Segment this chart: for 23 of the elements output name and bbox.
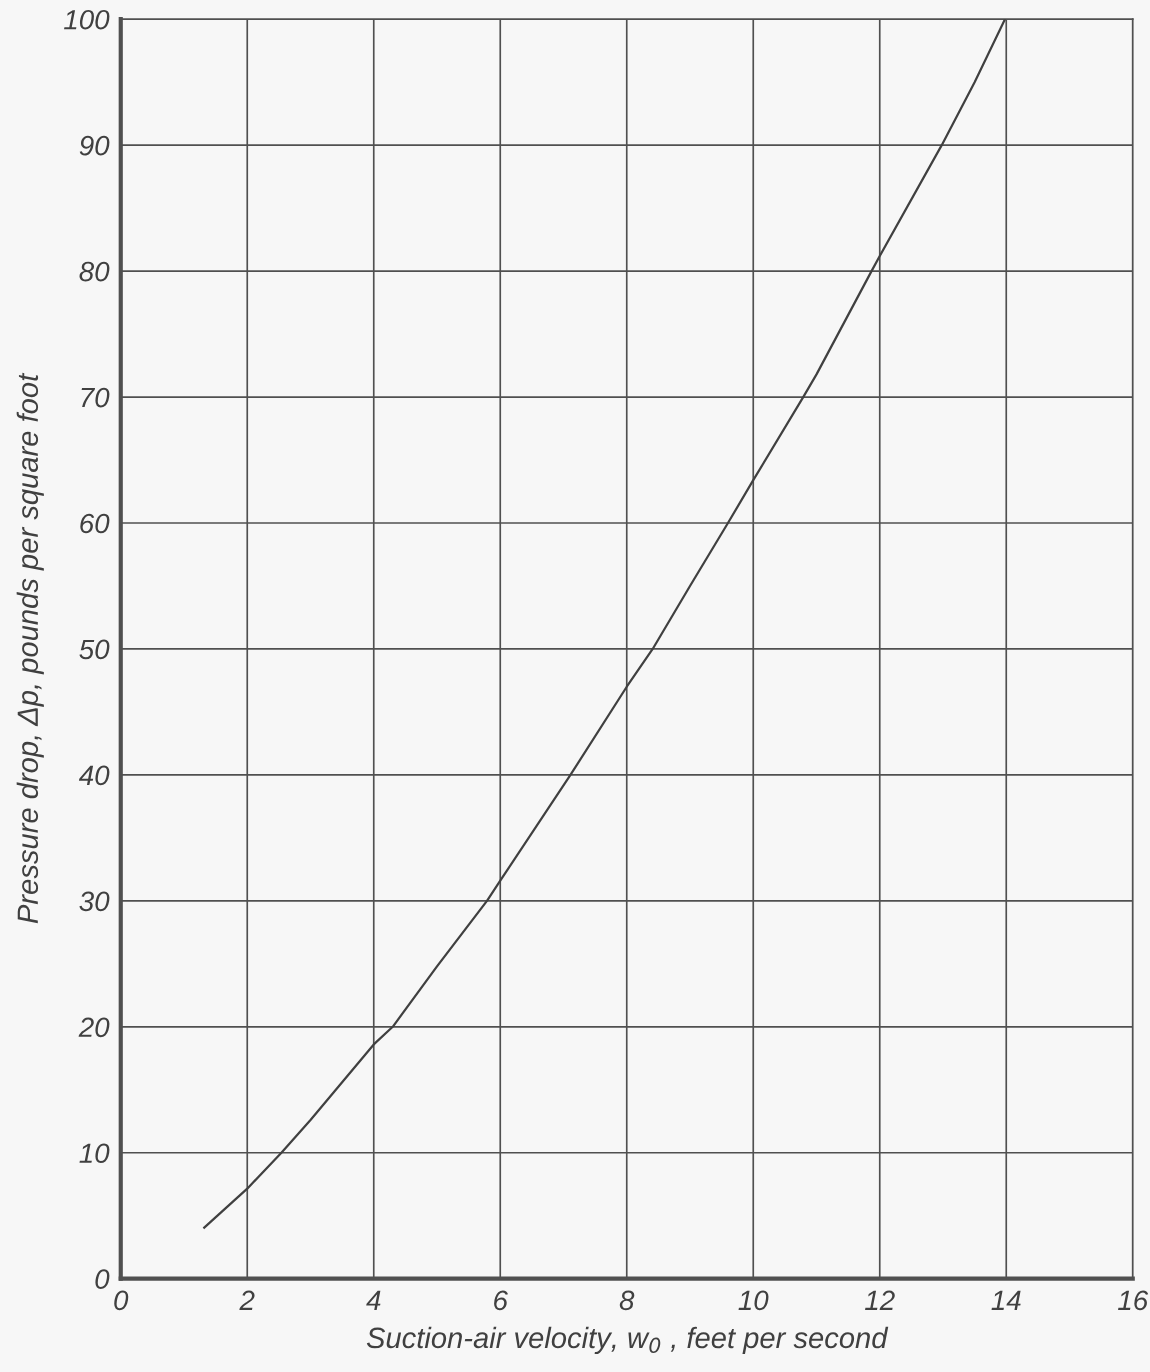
y-tick-label: 60 [80, 513, 110, 534]
y-tick-label: 100 [64, 9, 110, 30]
x-tick-label: 0 [114, 1290, 129, 1311]
y-tick-label: 30 [79, 891, 110, 912]
y-tick-label: 40 [78, 765, 110, 786]
y-tick-label: 80 [79, 261, 110, 282]
y-tick-label: 70 [81, 387, 110, 408]
y-tick-label: 90 [79, 135, 110, 156]
y-tick-label: 0 [95, 1269, 110, 1290]
x-tick-label: 14 [991, 1290, 1021, 1310]
x-tick-label: 4 [366, 1290, 381, 1310]
x-tick-label: 10 [738, 1290, 769, 1311]
y-tick-label: 10 [79, 1143, 110, 1164]
line-series [203, 19, 1007, 1229]
x-tick-label: 12 [865, 1290, 895, 1310]
y-axis-title: Pressure drop, Δp, pounds per square foot [16, 372, 44, 924]
x-tick-label: 16 [1118, 1290, 1149, 1311]
x-axis-title: Suction-air velocity, w$_{0}$ , feet per second [366, 1326, 889, 1355]
y-tick-label: 50 [79, 639, 110, 660]
x-tick-label: 2 [239, 1290, 255, 1310]
x-tick-label: 8 [619, 1290, 635, 1311]
x-tick-label: 6 [494, 1290, 508, 1311]
y-tick-label: 20 [78, 1017, 110, 1038]
